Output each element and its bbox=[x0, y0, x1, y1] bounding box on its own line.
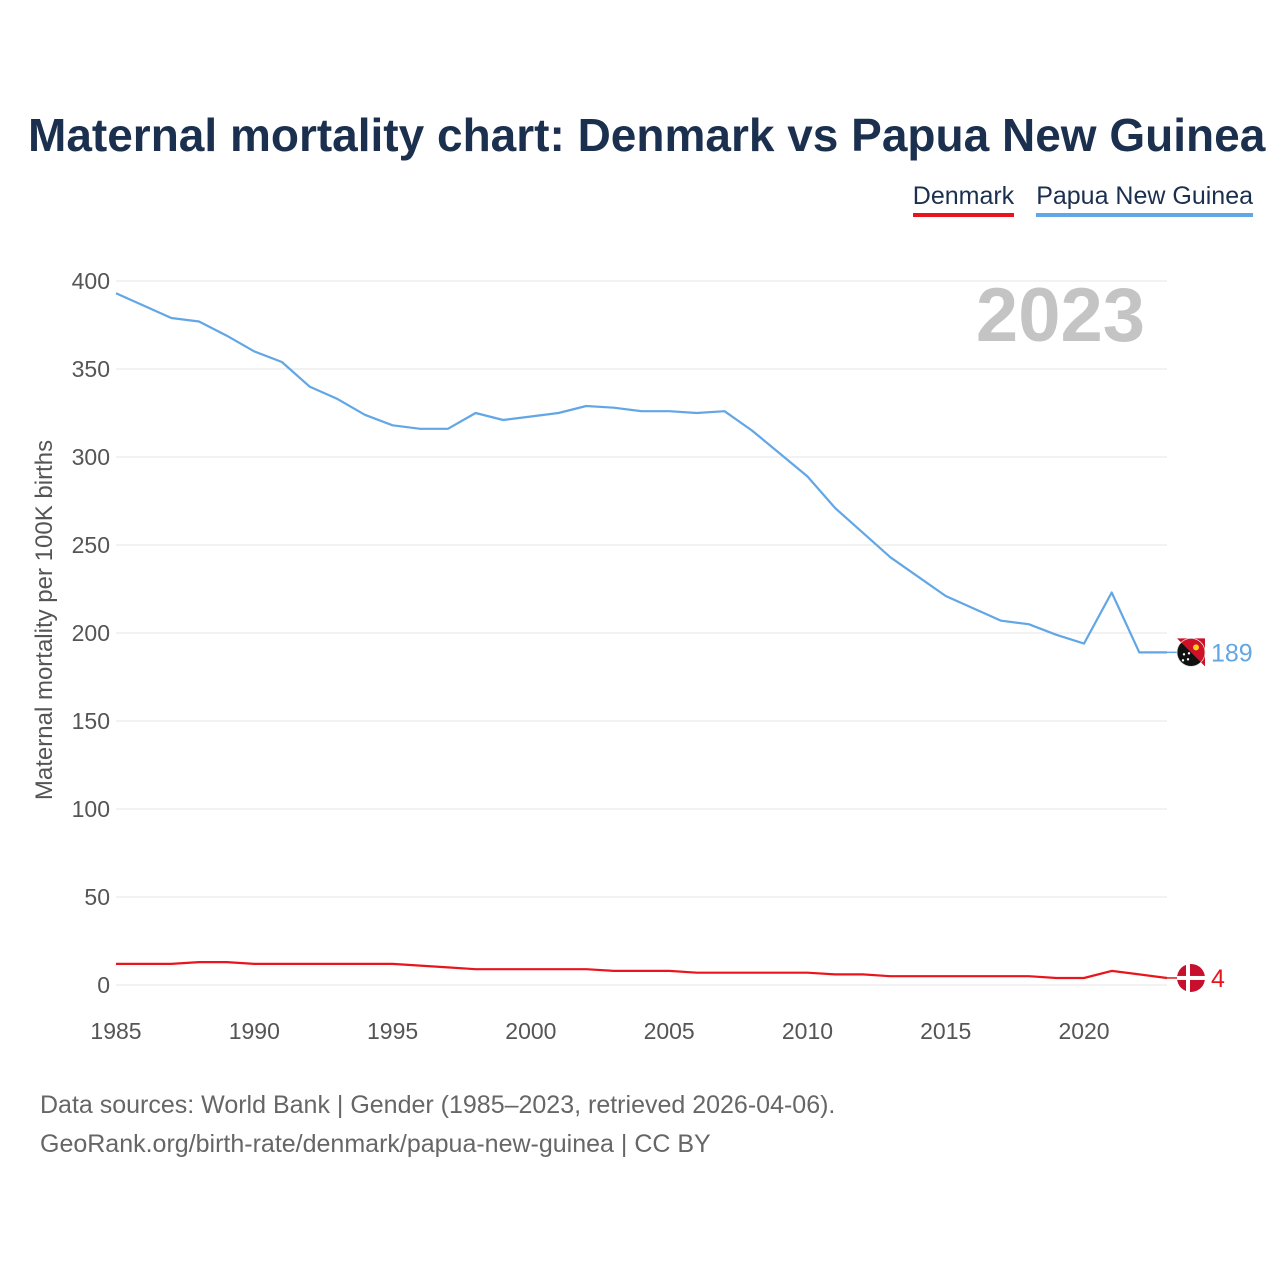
x-tick-label-1990: 1990 bbox=[229, 1018, 280, 1044]
y-axis-ticks: 0 50 100 150 200 250 300 350 400 bbox=[72, 268, 110, 998]
series-line-denmark[interactable] bbox=[116, 960, 1168, 980]
x-tick-label-2015: 2015 bbox=[920, 1018, 971, 1044]
y-tick-label-100: 100 bbox=[72, 796, 110, 822]
legend-item-papua-new-guinea[interactable]: Papua New Guinea bbox=[1036, 182, 1253, 217]
end-value-label-1: 189 bbox=[1211, 639, 1253, 667]
chart-title: Maternal mortality chart: Denmark vs Pap… bbox=[28, 109, 1266, 161]
denmark-flag-icon bbox=[1177, 963, 1205, 992]
y-tick-label-150: 150 bbox=[72, 708, 110, 734]
end-markers: 4 189 bbox=[1167, 637, 1253, 993]
series-line-papua-new-guinea[interactable] bbox=[115, 292, 1167, 654]
y-tick-label-0: 0 bbox=[97, 972, 110, 998]
x-tick-label-2020: 2020 bbox=[1058, 1018, 1109, 1044]
y-tick-label-300: 300 bbox=[72, 444, 110, 470]
legend: Denmark Papua New Guinea bbox=[912, 182, 1253, 217]
data-source-text: Data sources: World Bank | Gender (1985–… bbox=[40, 1091, 836, 1119]
y-tick-label-250: 250 bbox=[72, 532, 110, 558]
y-tick-label-50: 50 bbox=[84, 884, 110, 910]
x-tick-label-2005: 2005 bbox=[644, 1018, 695, 1044]
y-tick-label-200: 200 bbox=[72, 620, 110, 646]
x-tick-label-1995: 1995 bbox=[367, 1018, 418, 1044]
footer: Data sources: World Bank | Gender (1985–… bbox=[40, 1086, 835, 1164]
series-lines bbox=[115, 292, 1168, 980]
x-tick-label-2010: 2010 bbox=[782, 1018, 833, 1044]
y-axis-label: Maternal mortality per 100K births bbox=[31, 440, 58, 800]
x-tick-label-2000: 2000 bbox=[505, 1018, 556, 1044]
gridlines bbox=[116, 280, 1167, 986]
end-value-label-0: 4 bbox=[1211, 965, 1225, 993]
y-tick-label-350: 350 bbox=[72, 356, 110, 382]
x-axis-ticks: 1985 1990 1995 2000 2005 2010 2015 2020 bbox=[90, 1018, 1109, 1044]
y-tick-label-400: 400 bbox=[72, 268, 110, 294]
x-tick-label-1985: 1985 bbox=[90, 1018, 141, 1044]
papua-new-guinea-flag-icon bbox=[1176, 637, 1206, 667]
attribution-link[interactable]: GeoRank.org/birth-rate/denmark/papua-new… bbox=[40, 1130, 711, 1158]
legend-item-denmark[interactable]: Denmark bbox=[912, 182, 1015, 217]
year-label: 2023 bbox=[976, 273, 1145, 358]
line-chart: 0 50 100 150 200 250 300 350 400 1985 1990 1995 200… bbox=[31, 268, 1253, 1044]
